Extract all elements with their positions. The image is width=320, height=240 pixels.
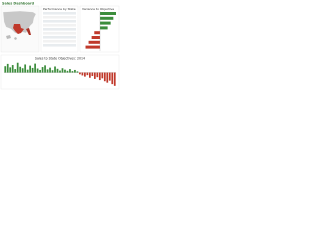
bar bbox=[24, 64, 27, 73]
bar bbox=[66, 70, 69, 73]
variance-bar bbox=[100, 21, 111, 25]
dashboard-title: Sales Dashboard bbox=[2, 2, 35, 6]
variance-bar bbox=[91, 36, 100, 39]
bar bbox=[31, 67, 34, 73]
bar bbox=[36, 68, 39, 73]
variance-bar bbox=[94, 31, 100, 35]
table-row bbox=[43, 44, 76, 47]
bar bbox=[41, 67, 44, 73]
bar bbox=[98, 72, 101, 81]
state-highlight bbox=[26, 28, 31, 35]
bar bbox=[21, 68, 24, 73]
panel-title: Performance by State bbox=[43, 7, 76, 11]
bar bbox=[101, 72, 104, 79]
bar bbox=[71, 71, 74, 73]
alaska bbox=[6, 35, 11, 39]
table-row bbox=[43, 32, 76, 35]
bar bbox=[69, 69, 71, 73]
bar bbox=[81, 72, 84, 76]
bar bbox=[91, 72, 94, 77]
variance-bar bbox=[100, 12, 116, 15]
bar bbox=[93, 72, 96, 79]
bar bbox=[64, 69, 66, 73]
table-row bbox=[43, 24, 76, 27]
bar bbox=[14, 69, 17, 73]
bar bbox=[19, 66, 22, 73]
table-row bbox=[43, 36, 76, 39]
bar bbox=[61, 68, 64, 73]
panel-title: Variance to Objective bbox=[82, 7, 114, 11]
table-row bbox=[43, 20, 76, 23]
state-highlight bbox=[13, 24, 24, 34]
bar bbox=[26, 69, 29, 73]
bar bbox=[9, 67, 12, 73]
bar bbox=[84, 72, 86, 77]
bar bbox=[106, 72, 109, 83]
bar bbox=[59, 70, 61, 73]
table-row bbox=[43, 28, 76, 31]
bar bbox=[34, 63, 36, 73]
bar bbox=[79, 72, 81, 75]
bar bbox=[6, 63, 9, 73]
chart-title: Sales to State Objectives: 2014 bbox=[35, 57, 85, 61]
bar bbox=[51, 70, 54, 73]
bar bbox=[4, 66, 7, 73]
page: Sales Dashboard Performance by State Var… bbox=[0, 0, 120, 90]
bar bbox=[88, 72, 91, 78]
table-row bbox=[43, 16, 76, 19]
bar bbox=[46, 69, 49, 73]
table-row bbox=[43, 12, 76, 15]
bar bbox=[49, 67, 51, 73]
bar bbox=[29, 65, 32, 73]
hawaii bbox=[14, 37, 17, 40]
bar bbox=[103, 72, 106, 82]
variance-bar bbox=[100, 26, 108, 30]
variance-bar bbox=[85, 45, 100, 49]
bar bbox=[16, 62, 19, 73]
bar bbox=[54, 66, 56, 73]
variance-bar bbox=[100, 16, 114, 20]
bar bbox=[96, 72, 99, 78]
variance-bar bbox=[88, 40, 100, 44]
bar bbox=[76, 71, 79, 73]
bar bbox=[74, 69, 76, 73]
dashboard: Sales Dashboard Performance by State Var… bbox=[0, 0, 120, 90]
bar bbox=[56, 68, 59, 73]
bar bbox=[11, 65, 14, 73]
table-row bbox=[43, 40, 76, 43]
bar bbox=[39, 69, 41, 73]
bar bbox=[44, 65, 46, 73]
us-map bbox=[2, 10, 37, 35]
bar bbox=[111, 72, 114, 85]
bar bbox=[108, 72, 111, 81]
bar bbox=[113, 72, 116, 86]
bar bbox=[86, 72, 89, 76]
